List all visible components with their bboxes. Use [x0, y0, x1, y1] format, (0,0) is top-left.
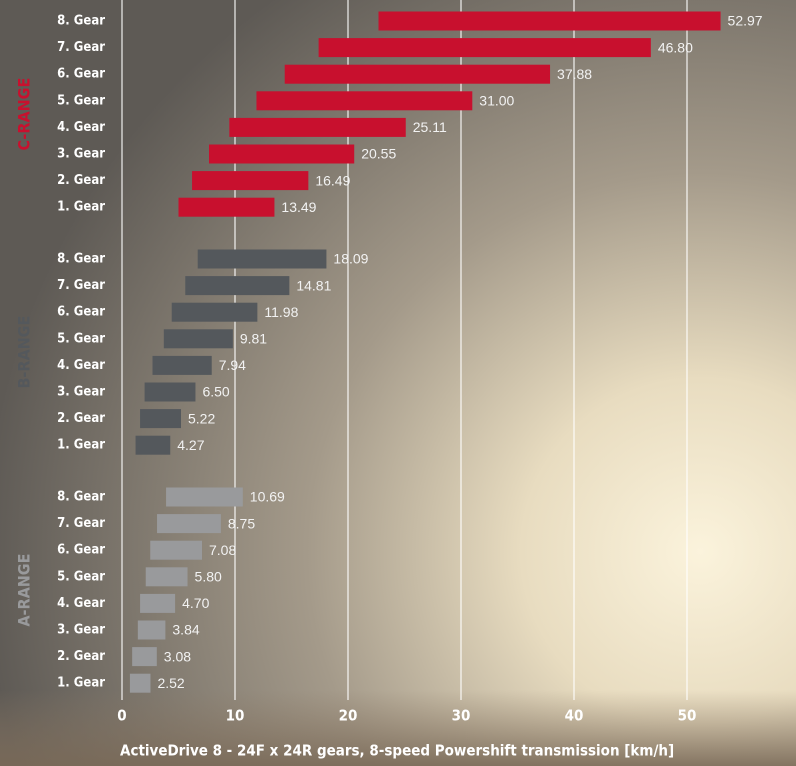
bar — [136, 436, 171, 455]
bar — [285, 65, 550, 84]
gear-label: 3. Gear — [57, 385, 105, 400]
gear-label: 3. Gear — [57, 623, 105, 638]
x-tick-label: 30 — [452, 707, 471, 725]
value-label: 25.11 — [413, 119, 447, 135]
x-tick-label: 40 — [565, 707, 584, 725]
value-label: 6.50 — [202, 384, 229, 400]
x-tick-label: 20 — [339, 707, 358, 725]
gear-label: 6. Gear — [57, 305, 105, 320]
bar — [164, 329, 233, 348]
range-label: C-RANGE — [15, 78, 34, 151]
bar — [192, 171, 308, 190]
value-label: 13.49 — [281, 199, 316, 215]
bar — [132, 647, 157, 666]
value-label: 4.70 — [182, 595, 209, 611]
x-tick-label: 0 — [117, 707, 126, 725]
bar — [172, 303, 258, 322]
bar — [140, 594, 175, 613]
bar — [209, 145, 354, 164]
gear-label: 1. Gear — [57, 200, 105, 215]
bar — [319, 38, 651, 57]
value-label: 8.75 — [228, 515, 255, 531]
bar — [229, 118, 405, 137]
gear-label: 8. Gear — [57, 14, 105, 29]
bar — [157, 514, 221, 533]
bar — [185, 276, 289, 295]
gear-label: 3. Gear — [57, 147, 105, 162]
gear-label: 8. Gear — [57, 490, 105, 505]
gear-label: 4. Gear — [57, 358, 105, 373]
range-label: A-RANGE — [15, 554, 34, 627]
gear-label: 2. Gear — [57, 411, 105, 426]
gear-label: 7. Gear — [57, 278, 105, 293]
gear-label: 4. Gear — [57, 596, 105, 611]
value-label: 11.98 — [264, 304, 298, 320]
gear-label: 1. Gear — [57, 438, 105, 453]
bar — [138, 621, 166, 640]
gear-label: 7. Gear — [57, 40, 105, 55]
bar — [379, 12, 721, 31]
gear-label: 6. Gear — [57, 67, 105, 82]
gear-label: 2. Gear — [57, 649, 105, 664]
value-label: 7.08 — [209, 542, 236, 558]
bar — [130, 674, 151, 693]
value-label: 46.80 — [658, 39, 693, 55]
value-label: 3.08 — [164, 648, 191, 664]
bar — [150, 541, 202, 560]
value-label: 9.81 — [240, 331, 267, 347]
background — [0, 0, 796, 766]
value-label: 10.69 — [250, 489, 285, 505]
value-label: 5.22 — [188, 410, 215, 426]
value-label: 3.84 — [172, 622, 199, 638]
value-label: 2.52 — [157, 675, 184, 691]
bar — [146, 567, 188, 586]
gear-label: 8. Gear — [57, 252, 105, 267]
value-label: 7.94 — [219, 357, 246, 373]
gear-label: 5. Gear — [57, 93, 105, 108]
bar — [153, 356, 212, 375]
gear-label: 6. Gear — [57, 543, 105, 558]
bar — [145, 383, 196, 402]
gear-label: 5. Gear — [57, 331, 105, 346]
gear-label: 4. Gear — [57, 120, 105, 135]
bar — [198, 250, 327, 269]
bar — [166, 488, 243, 507]
bar — [256, 91, 472, 110]
gear-label: 5. Gear — [57, 569, 105, 584]
value-label: 37.88 — [557, 66, 592, 82]
value-label: 5.80 — [195, 569, 222, 585]
value-label: 14.81 — [296, 277, 331, 293]
gear-label: 2. Gear — [57, 173, 105, 188]
range-label: B-RANGE — [15, 316, 34, 389]
value-label: 31.00 — [479, 93, 514, 109]
x-tick-label: 50 — [678, 707, 697, 725]
chart: ActiveDrive 8 - 24F x 24R gears, 8-speed… — [0, 0, 796, 766]
value-label: 18.09 — [333, 251, 368, 267]
bar — [140, 409, 181, 428]
bar — [179, 198, 275, 217]
value-label: 4.27 — [177, 437, 204, 453]
x-tick-label: 10 — [226, 707, 245, 725]
gear-label: 7. Gear — [57, 516, 105, 531]
gear-label: 1. Gear — [57, 676, 105, 691]
value-label: 20.55 — [361, 146, 396, 162]
value-label: 16.49 — [315, 172, 350, 188]
chart-title: ActiveDrive 8 - 24F x 24R gears, 8-speed… — [120, 742, 674, 760]
value-label: 52.97 — [728, 13, 763, 29]
